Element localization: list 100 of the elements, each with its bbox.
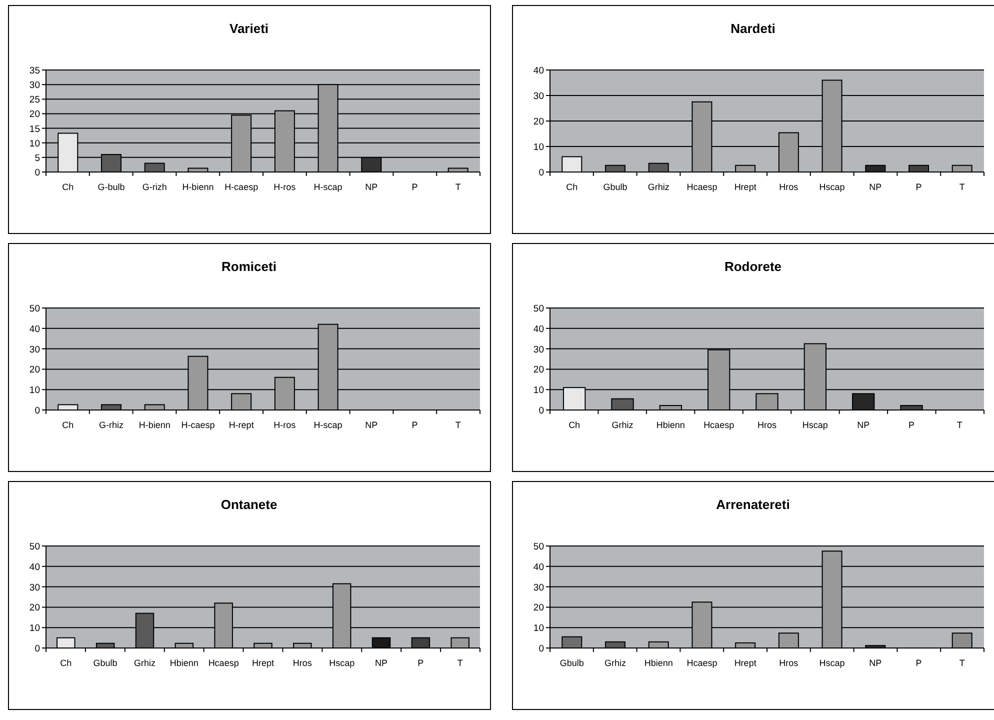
y-tick-label: 10 xyxy=(29,138,40,150)
x-tick-label: Hros xyxy=(757,420,777,430)
x-tick-label: P xyxy=(412,182,418,192)
y-tick-label: 35 xyxy=(29,66,40,76)
x-tick-label: Grhiz xyxy=(648,182,670,192)
x-tick-label: P xyxy=(418,658,424,668)
x-tick-label: NP xyxy=(365,420,378,430)
chart-title: Arrenatereti xyxy=(716,497,790,512)
y-tick-label: 20 xyxy=(29,364,40,376)
x-tick-label: Hrept xyxy=(734,658,757,668)
x-tick-label: H-ros xyxy=(274,182,296,192)
x-tick-label: T xyxy=(457,658,464,668)
y-tick-label: 0 xyxy=(34,644,40,654)
x-tick-label: Hscap xyxy=(802,420,828,430)
x-tick-label: Hcaesp xyxy=(704,420,734,430)
x-tick-label: Grhiz xyxy=(134,658,156,668)
y-tick-label: 20 xyxy=(533,602,544,614)
x-tick-label: Hbienn xyxy=(170,658,198,668)
y-tick-label: 50 xyxy=(29,304,40,314)
x-tick-label: NP xyxy=(365,182,378,192)
y-tick-label: 30 xyxy=(533,582,544,594)
y-tick-label: 10 xyxy=(533,623,544,634)
bar xyxy=(562,156,582,172)
y-tick-label: 50 xyxy=(29,542,40,552)
x-tick-label: Grhiz xyxy=(604,658,626,668)
y-tick-label: 40 xyxy=(29,324,40,335)
x-tick-label: Hbienn xyxy=(656,420,685,430)
y-tick-label: 30 xyxy=(533,344,544,356)
y-tick-label: 20 xyxy=(29,109,40,120)
x-tick-label: G-rizh xyxy=(142,182,167,192)
x-tick-label: H-scap xyxy=(314,420,342,430)
y-tick-label: 50 xyxy=(533,304,544,314)
y-tick-label: 25 xyxy=(29,94,40,106)
x-tick-label: Hscap xyxy=(329,658,355,668)
y-tick-label: 20 xyxy=(533,116,544,128)
x-tick-label: P xyxy=(916,658,922,668)
x-tick-label: T xyxy=(455,420,462,430)
y-tick-label: 40 xyxy=(533,562,544,573)
x-tick-label: Hros xyxy=(779,182,799,192)
x-tick-label: Hcaesp xyxy=(686,658,718,668)
chart-title: Varieti xyxy=(229,21,269,36)
x-tick-label: T xyxy=(959,182,966,192)
bar xyxy=(852,393,875,410)
y-tick-label: 30 xyxy=(533,91,544,102)
bar xyxy=(778,632,799,648)
x-tick-label: Gbulb xyxy=(560,658,584,668)
y-tick-label: 40 xyxy=(533,66,544,76)
x-tick-label: Hcaesp xyxy=(686,182,718,192)
x-tick-label: Gbulb xyxy=(93,658,118,668)
x-tick-label: Ch xyxy=(60,658,72,668)
x-tick-label: H-ros xyxy=(274,420,296,430)
y-tick-label: 20 xyxy=(29,602,40,614)
y-tick-label: 10 xyxy=(29,385,40,396)
x-tick-label: H-caesp xyxy=(224,182,258,192)
x-tick-label: H-bienn xyxy=(138,420,170,430)
bar xyxy=(611,398,634,410)
bar xyxy=(56,637,76,648)
x-tick-label: G-rhiz xyxy=(99,420,124,430)
x-tick-label: P xyxy=(916,182,922,192)
x-tick-label: Hros xyxy=(292,658,312,668)
x-tick-label: Hbienn xyxy=(644,658,673,668)
x-tick-label: Hscap xyxy=(819,658,845,668)
x-tick-label: NP xyxy=(869,658,882,668)
x-tick-label: Grhiz xyxy=(612,420,634,430)
y-tick-label: 0 xyxy=(538,406,544,416)
x-tick-label: H-bienn xyxy=(182,182,214,192)
x-tick-label: Ch xyxy=(566,182,578,192)
x-tick-label: P xyxy=(908,420,915,430)
chart-title: Ontanete xyxy=(220,497,278,512)
x-tick-label: G-bulb xyxy=(98,182,125,192)
y-tick-label: 10 xyxy=(533,385,544,396)
x-tick-label: T xyxy=(455,182,462,192)
x-tick-label: H-caesp xyxy=(181,420,215,430)
y-tick-label: 30 xyxy=(29,344,40,356)
y-tick-label: 0 xyxy=(538,168,544,178)
x-tick-label: Hscap xyxy=(819,182,845,192)
bar xyxy=(952,632,972,648)
x-tick-label: Ch xyxy=(62,182,74,192)
x-tick-label: Hcaesp xyxy=(208,658,239,668)
y-tick-label: 50 xyxy=(533,542,544,552)
x-tick-label: NP xyxy=(375,658,388,668)
x-tick-label: NP xyxy=(857,420,870,430)
y-tick-label: 40 xyxy=(29,562,40,573)
bar xyxy=(231,393,252,410)
y-tick-label: 10 xyxy=(29,623,40,634)
y-tick-label: 15 xyxy=(29,124,40,135)
y-tick-label: 5 xyxy=(34,152,40,164)
x-tick-label: H-scap xyxy=(314,182,342,192)
chart-title: Rodorete xyxy=(724,259,782,274)
x-tick-label: Hros xyxy=(779,658,799,668)
y-tick-label: 40 xyxy=(533,324,544,335)
x-tick-label: T xyxy=(959,658,966,668)
y-tick-label: 0 xyxy=(538,644,544,654)
y-tick-label: 30 xyxy=(29,80,40,92)
bar xyxy=(450,637,470,648)
x-tick-label: NP xyxy=(869,182,882,192)
x-tick-label: P xyxy=(412,420,418,430)
x-tick-label: H-rept xyxy=(228,420,254,430)
x-tick-label: T xyxy=(956,420,963,430)
y-tick-label: 30 xyxy=(29,582,40,594)
